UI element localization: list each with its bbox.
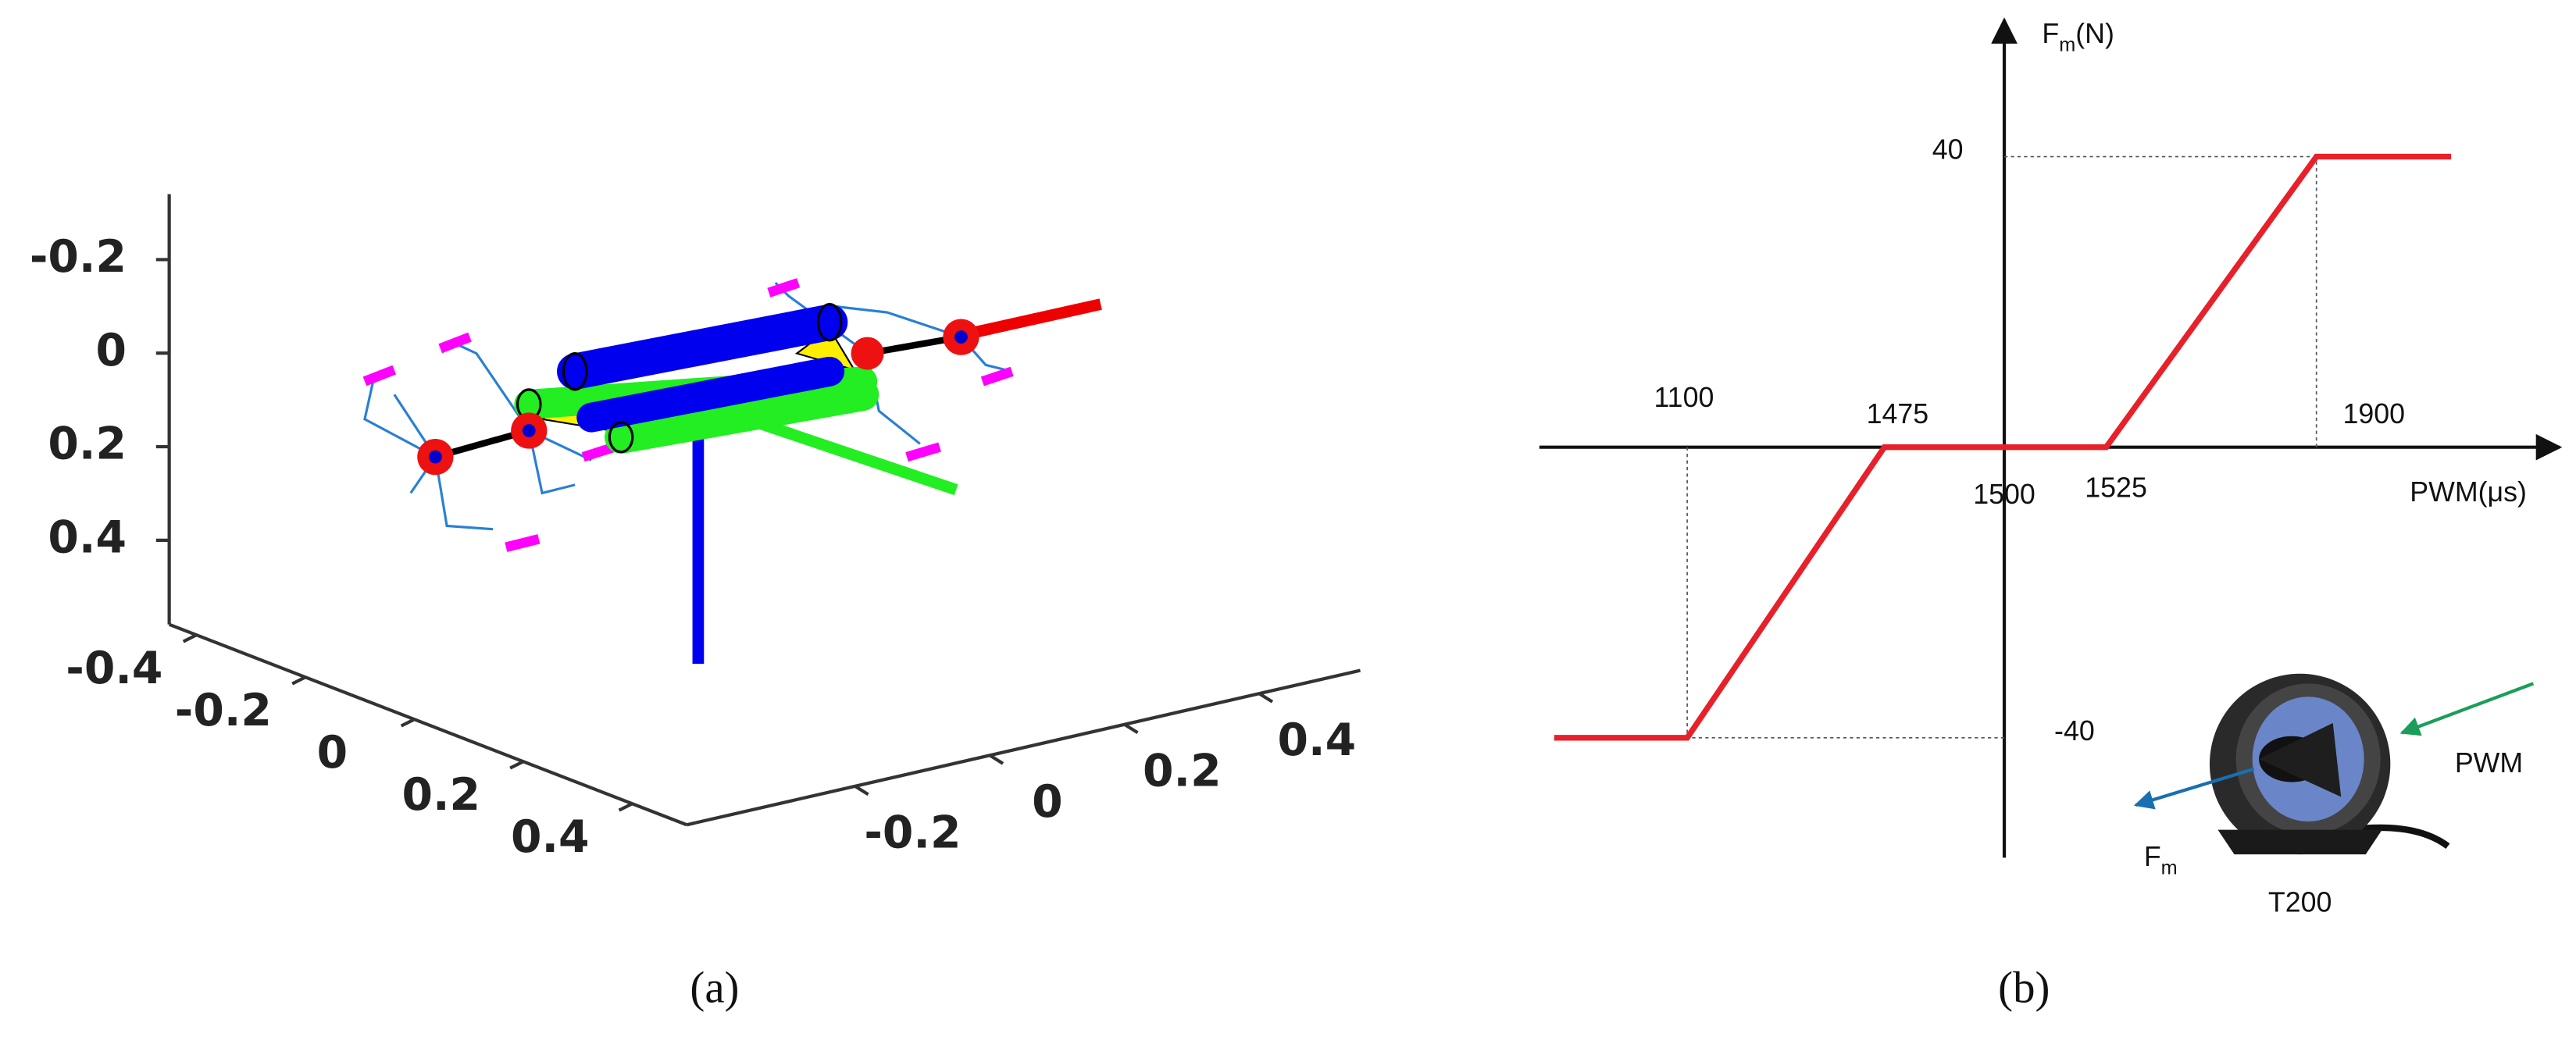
z-tick-label: 0 — [95, 325, 127, 376]
y-label-sub: m — [2059, 34, 2075, 56]
robot-model — [362, 278, 1102, 665]
output-arrow — [2133, 767, 2255, 810]
tick-mark — [509, 760, 524, 770]
z-tick-label: -0.2 — [30, 231, 127, 283]
z-tick-label: 0.4 — [48, 511, 127, 563]
x-tick-label: -0.2 — [175, 685, 272, 736]
tick-mark — [989, 754, 1004, 765]
x-tick-label: 1475 — [1867, 398, 1929, 429]
y-tick-label: -40 — [2054, 715, 2095, 747]
tick-mark — [854, 785, 869, 796]
y-tick-label: 40 — [1932, 134, 1964, 166]
x-axis-label: PWM(μs) — [2410, 476, 2527, 508]
x-tick-label: 1500 — [1973, 479, 2035, 510]
thruster-illustration — [2209, 673, 2450, 855]
tick-mark — [400, 718, 416, 728]
tick-mark — [1123, 722, 1139, 735]
axis-line — [686, 668, 1361, 827]
y-label-unit: (N) — [2075, 18, 2114, 49]
output-label-main: F — [2144, 841, 2161, 872]
y-tick-label: 0.4 — [1278, 714, 1357, 766]
x-tick-label: 0.2 — [402, 769, 481, 821]
x-tick-label: 1100 — [1654, 382, 1714, 413]
x-tick-label: 1900 — [2343, 398, 2406, 429]
x-tick-label: 1525 — [2085, 472, 2147, 504]
y-tick-label: 0.2 — [1143, 745, 1222, 796]
y-axis-label: Fm(N) — [2042, 18, 2114, 56]
caption: (b) — [1998, 963, 2050, 1012]
device-label: T200 — [2268, 887, 2332, 918]
x-tick-label: -0.4 — [66, 643, 162, 694]
y-tick-label: 0 — [1032, 776, 1062, 828]
thrust-curve — [1554, 153, 2452, 741]
y-tick-label: -0.2 — [864, 807, 961, 859]
caption: (a) — [690, 963, 739, 1012]
z-tick-label: 0.2 — [48, 419, 127, 470]
input-label: PWM — [2455, 747, 2523, 779]
x-tick-label: 0.4 — [511, 811, 590, 863]
input-arrow — [2399, 682, 2535, 736]
output-label-sub: m — [2161, 857, 2178, 878]
tick-mark — [618, 802, 633, 812]
tick-mark — [1258, 692, 1274, 704]
x-tick-label: 0 — [317, 727, 348, 779]
tick-mark — [182, 633, 198, 643]
tick-mark — [291, 675, 306, 686]
axis-line — [168, 622, 687, 827]
y-label-main: F — [2042, 18, 2059, 49]
output-label: Fm — [2144, 841, 2178, 879]
